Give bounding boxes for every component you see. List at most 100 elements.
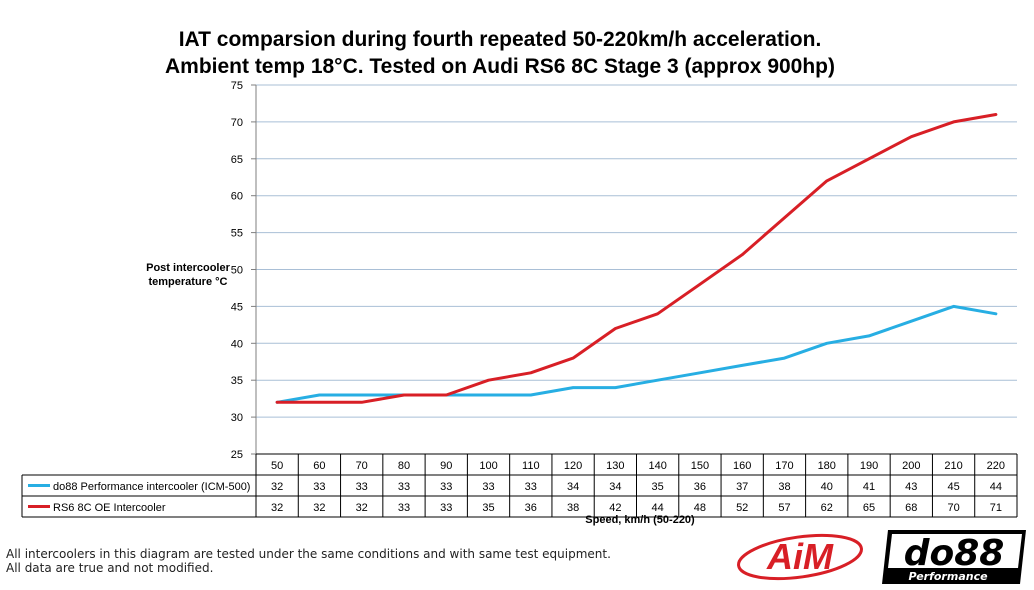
table-value-2-150: 48: [694, 502, 706, 514]
footnote-line-1: All intercoolers in this diagram are tes…: [6, 547, 611, 561]
table-value-2-170: 57: [778, 502, 790, 514]
series-line-2: [275, 113, 998, 404]
table-value-1-200: 43: [905, 481, 917, 493]
series-1-point-210: [952, 305, 955, 308]
table-value-2-80: 33: [398, 502, 410, 514]
y-tick-label-35: 35: [231, 375, 243, 387]
x-tick-label-60: 60: [313, 460, 325, 472]
do88-logo: do88 Performance: [882, 530, 1026, 584]
y-tick-label-65: 65: [231, 154, 243, 166]
x-tick-label-170: 170: [775, 460, 793, 472]
series-2-point-210: [952, 120, 955, 124]
footnote: All intercoolers in this diagram are tes…: [6, 547, 611, 575]
table-value-1-220: 44: [990, 481, 1002, 493]
y-tick-label-55: 55: [231, 228, 243, 240]
x-tick-label-220: 220: [987, 460, 1005, 472]
table-value-1-130: 34: [609, 481, 621, 493]
series-2-point-110: [529, 371, 533, 375]
series-1-point-160: [740, 364, 744, 367]
do88-logo-tagline: Performance: [908, 570, 988, 583]
series-1-point-110: [529, 393, 533, 397]
series-2-point-120: [571, 356, 575, 360]
table-value-1-160: 37: [736, 481, 748, 493]
table-value-2-60: 32: [313, 502, 325, 514]
table-value-2-190: 65: [863, 502, 875, 514]
x-tick-label-140: 140: [648, 460, 666, 472]
table-value-1-210: 45: [947, 481, 959, 493]
table-value-1-140: 35: [652, 481, 664, 493]
y-axis-label-line-2: temperature °C: [148, 276, 228, 288]
table-value-1-70: 33: [356, 481, 368, 493]
table-value-1-90: 33: [440, 481, 452, 493]
series-2-point-200: [910, 135, 913, 138]
do88-logo-panel: [888, 534, 1022, 568]
table-value-2-210: 70: [947, 502, 959, 514]
table-value-2-120: 38: [567, 502, 579, 514]
table-value-2-90: 33: [440, 502, 452, 514]
series-2-point-180: [825, 179, 828, 183]
table-value-1-170: 38: [778, 481, 790, 493]
x-tick-label-200: 200: [902, 460, 920, 472]
x-tick-label-100: 100: [479, 460, 497, 472]
series-1-point-120: [571, 386, 575, 389]
table-value-1-100: 33: [482, 481, 494, 493]
do88-logo-text: do88: [904, 533, 1005, 574]
series-1-point-150: [698, 371, 702, 375]
table-value-1-120: 34: [567, 481, 579, 493]
series-1-point-190: [867, 334, 871, 338]
series-2-point-90: [445, 393, 448, 397]
series-1-point-60: [318, 393, 321, 397]
x-tick-label-150: 150: [691, 460, 709, 472]
series-2-point-170: [783, 216, 786, 220]
table-value-1-190: 41: [863, 481, 875, 493]
series-1-point-130: [614, 386, 617, 389]
chart-title: IAT comparsion during fourth repeated 50…: [150, 26, 850, 80]
series-1-point-200: [910, 319, 913, 323]
series-1-point-140: [656, 379, 659, 382]
series-1-point-220: [994, 312, 998, 315]
aim-logo: AiM: [737, 533, 863, 581]
x-tick-label-90: 90: [440, 460, 452, 472]
series-2-point-160: [740, 253, 744, 256]
table-value-2-140: 44: [652, 502, 664, 514]
y-tick-label-75: 75: [231, 80, 243, 92]
table-value-2-160: 52: [736, 502, 748, 514]
y-tick-label-25: 25: [231, 449, 243, 461]
aim-logo-text: AiM: [766, 536, 834, 577]
y-axis-label-line-1: Post intercooler: [146, 262, 230, 274]
x-tick-label-110: 110: [522, 460, 540, 472]
table-value-1-80: 33: [398, 481, 410, 493]
legend-label-2: RS6 8C OE Intercooler: [53, 502, 166, 514]
legend-label-1: do88 Performance intercooler (ICM-500): [53, 481, 250, 493]
x-tick-label-130: 130: [606, 460, 624, 472]
table-value-1-150: 36: [694, 481, 706, 493]
series-2-point-220: [994, 113, 998, 116]
y-tick-label-50: 50: [231, 265, 243, 277]
series-2-point-190: [867, 157, 871, 160]
table-value-1-110: 33: [525, 481, 537, 493]
table-value-1-180: 40: [821, 481, 833, 493]
y-tick-label-30: 30: [231, 412, 243, 424]
series-1-point-180: [825, 342, 828, 345]
x-tick-label-120: 120: [564, 460, 582, 472]
series-2-point-80: [402, 393, 406, 397]
aim-logo-swoosh: [737, 533, 863, 581]
series-2-point-70: [360, 401, 363, 404]
series-2-point-130: [614, 327, 617, 330]
table-value-1-50: 32: [271, 481, 283, 493]
series-2-point-60: [318, 401, 321, 404]
table-value-2-50: 32: [271, 502, 283, 514]
footnote-line-2: All data are true and not modified.: [6, 561, 214, 575]
series-1-point-70: [360, 393, 363, 397]
table-value-2-200: 68: [905, 502, 917, 514]
table-value-2-130: 42: [609, 502, 621, 514]
series-2-point-100: [487, 379, 490, 382]
chart-title-line-1: IAT comparsion during fourth repeated 50…: [178, 28, 822, 51]
y-axis-label: Post intercooler temperature °C: [130, 261, 246, 289]
series-2-point-150: [698, 283, 702, 286]
series-2-point-50: [275, 401, 279, 404]
x-axis-label: Speed, km/h (50-220): [585, 514, 695, 526]
y-tick-label-70: 70: [231, 117, 243, 129]
y-tick-label-45: 45: [231, 301, 243, 313]
